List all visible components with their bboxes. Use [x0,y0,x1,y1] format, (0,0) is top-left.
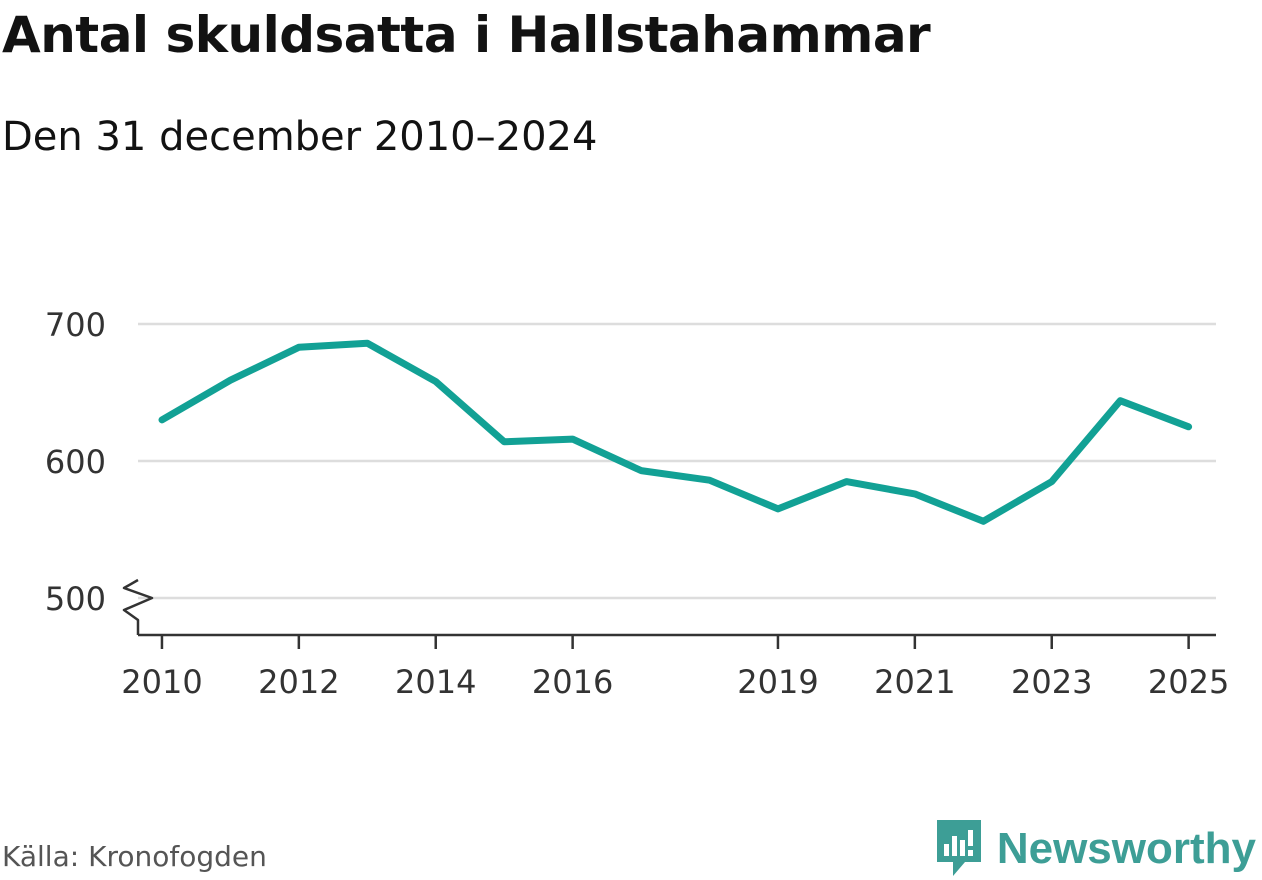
x-tick-label-2019: 2019 [737,663,818,701]
tick-labels: 500 600 700 2010 2012 2014 2016 2019 2021 2023 202… [45,306,1229,701]
chart-title: Antal skuldsatta i Hallstahammar [2,6,931,64]
brand-logo[interactable]: Newsworthy [935,818,1256,880]
y-axis-break [122,578,154,635]
x-tick-label-2023: 2023 [1011,663,1092,701]
y-tick-label-500: 500 [45,580,106,618]
source-label: Källa: Kronofogden [2,840,267,873]
y-tick-label-600: 600 [45,443,106,481]
axes [122,578,1216,649]
x-tick-label-2021: 2021 [874,663,955,701]
gridlines [138,322,1216,600]
x-tick-label-2014: 2014 [395,663,476,701]
brand-name: Newsworthy [996,824,1256,873]
chart-subtitle: Den 31 december 2010–2024 [2,114,598,160]
x-tick-label-2012: 2012 [258,663,339,701]
newsworthy-logo-icon [936,820,981,876]
x-tick-label-2010: 2010 [121,663,202,701]
series-line-0 [158,339,1193,525]
series-layer [158,339,1193,525]
y-tick-label-700: 700 [45,306,106,344]
x-tick-label-2016: 2016 [532,663,613,701]
x-tick-label-2025: 2025 [1148,663,1229,701]
